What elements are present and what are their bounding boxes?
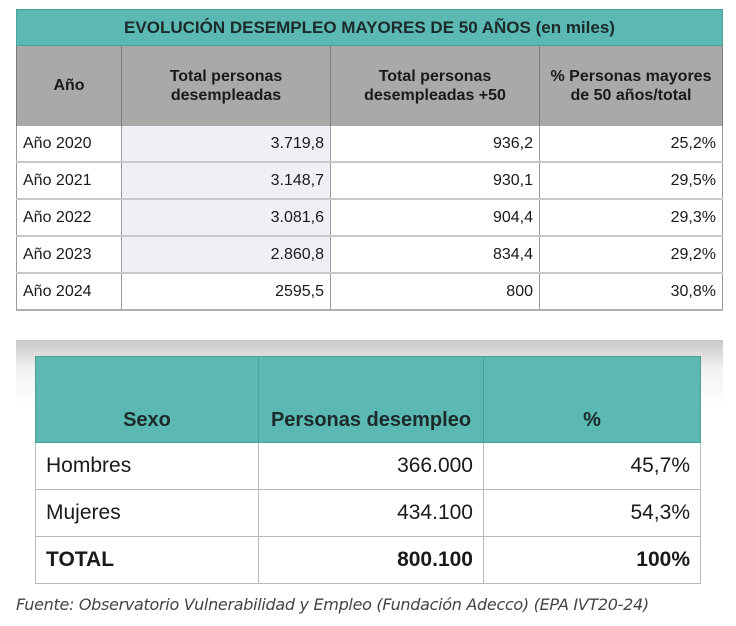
cell-total50: 936,2	[330, 126, 540, 163]
cell-pct: 54,3%	[483, 489, 701, 537]
cell-pct: 45,7%	[483, 442, 701, 490]
header-row: Año Total personas desempleadas Total pe…	[16, 45, 723, 126]
col-header-total: Total personas desempleadas	[121, 45, 331, 126]
cell-pct: 29,5%	[539, 162, 723, 200]
cell-total50: 834,4	[330, 236, 540, 274]
col-header-pct: %	[483, 356, 701, 443]
cell-year: Año 2023	[16, 236, 122, 274]
table-row: Mujeres 434.100 54,3%	[35, 489, 701, 537]
cell-pct: 25,2%	[539, 126, 723, 163]
cell-total: 2595,5	[121, 273, 331, 311]
table-row: Año 2022 3.081,6 904,4 29,3%	[16, 199, 723, 237]
cell-personas: 800.100	[258, 536, 484, 584]
cell-year: Año 2020	[16, 126, 122, 163]
cell-total50: 930,1	[330, 162, 540, 200]
header-row: Sexo Personas desempleo %	[35, 356, 701, 443]
cell-pct: 30,8%	[539, 273, 723, 311]
cell-total50: 904,4	[330, 199, 540, 237]
table-row: Hombres 366.000 45,7%	[35, 442, 701, 490]
cell-total: 3.719,8	[121, 126, 331, 163]
cell-total: 3.148,7	[121, 162, 331, 200]
table-row: Año 2021 3.148,7 930,1 29,5%	[16, 162, 723, 200]
source-caption: Fuente: Observatorio Vulnerabilidad y Em…	[16, 595, 649, 614]
cell-total: 2.860,8	[121, 236, 331, 274]
cell-pct: 100%	[483, 536, 701, 584]
cell-personas: 366.000	[258, 442, 484, 490]
table-row: Año 2023 2.860,8 834,4 29,2%	[16, 236, 723, 274]
table-title: EVOLUCIÓN DESEMPLEO MAYORES DE 50 AÑOS (…	[16, 9, 723, 46]
cell-total50: 800	[330, 273, 540, 311]
unemployment-by-sex-table: Sexo Personas desempleo % Hombres 366.00…	[35, 356, 701, 584]
cell-sexo: TOTAL	[35, 536, 259, 584]
cell-total: 3.081,6	[121, 199, 331, 237]
cell-sexo: Mujeres	[35, 489, 259, 537]
col-header-total50: Total personas desempleadas +50	[330, 45, 540, 126]
table-row: Año 2020 3.719,8 936,2 25,2%	[16, 126, 723, 163]
cell-sexo: Hombres	[35, 442, 259, 490]
table-row: Año 2024 2595,5 800 30,8%	[16, 273, 723, 311]
cell-year: Año 2024	[16, 273, 122, 311]
cell-pct: 29,3%	[539, 199, 723, 237]
unemployment-evolution-table: EVOLUCIÓN DESEMPLEO MAYORES DE 50 AÑOS (…	[16, 9, 723, 311]
col-header-sexo: Sexo	[35, 356, 259, 443]
col-header-personas: Personas desempleo	[258, 356, 484, 443]
cell-pct: 29,2%	[539, 236, 723, 274]
total-row: TOTAL 800.100 100%	[35, 536, 701, 584]
col-header-pct: % Personas mayores de 50 años/total	[539, 45, 723, 126]
cell-year: Año 2021	[16, 162, 122, 200]
cell-year: Año 2022	[16, 199, 122, 237]
col-header-year: Año	[16, 45, 122, 126]
cell-personas: 434.100	[258, 489, 484, 537]
